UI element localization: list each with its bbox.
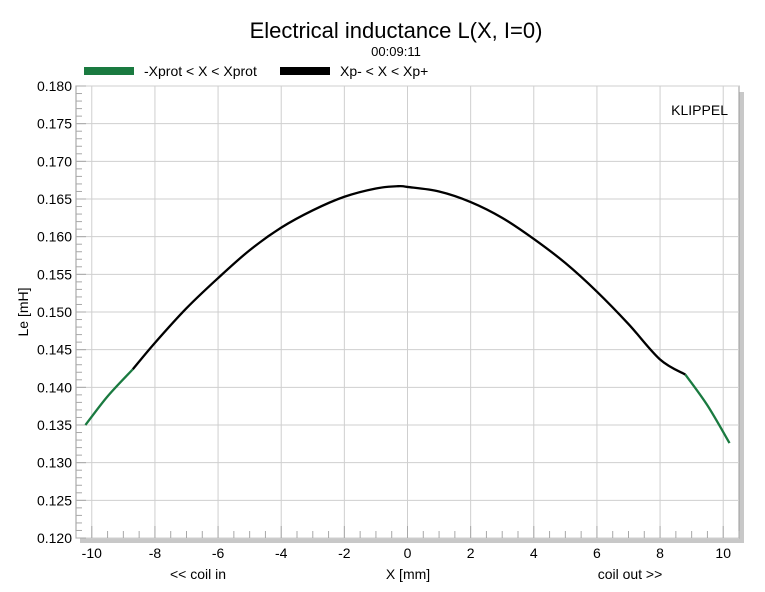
x-tick-label-10: 10 xyxy=(715,545,731,561)
series-xp xyxy=(131,184,686,376)
y-tick-label-0: 0.120 xyxy=(37,530,72,546)
x-tick-label-0: -10 xyxy=(82,545,102,561)
legend: -Xprot < X < Xprot Xp- < X < Xp+ xyxy=(84,63,428,79)
y-tick-label-2: 0.130 xyxy=(37,455,72,471)
x-tick-label-6: 2 xyxy=(467,545,475,561)
y-tick-label-10: 0.170 xyxy=(37,153,72,169)
x-tick-label-2: -6 xyxy=(212,545,225,561)
y-tick-label-5: 0.145 xyxy=(37,342,72,358)
minor-ticks xyxy=(75,85,740,539)
y-tick-label-11: 0.175 xyxy=(37,116,72,132)
legend-swatch-xprot xyxy=(84,67,134,75)
y-tick-label-12: 0.180 xyxy=(37,78,72,94)
y-tick-labels: 0.120 0.125 0.130 0.135 0.140 0.145 0.150 0.155… xyxy=(37,78,72,546)
y-tick-label-4: 0.140 xyxy=(37,379,72,395)
chart-title: Electrical inductance L(X, I=0) xyxy=(250,18,543,43)
x-tick-label-3: -4 xyxy=(275,545,288,561)
plot-shadow-bottom xyxy=(80,538,744,543)
x-tick-label-9: 8 xyxy=(656,545,664,561)
series-xprot-left xyxy=(84,368,134,426)
x-tick-label-7: 4 xyxy=(530,545,538,561)
x-tick-label-1: -8 xyxy=(149,545,162,561)
x-tick-label-8: 6 xyxy=(593,545,601,561)
x-tick-label-5: 0 xyxy=(404,545,412,561)
legend-label-xp: Xp- < X < Xp+ xyxy=(340,63,428,79)
brand-label: KLIPPEL xyxy=(671,102,728,118)
plot-shadow-right xyxy=(739,92,744,542)
x-axis-label: X [mm] xyxy=(386,566,430,582)
series-xprot-right xyxy=(684,373,731,444)
chart-subtitle: 00:09:11 xyxy=(371,44,421,59)
grid xyxy=(76,85,739,539)
legend-swatch-xp xyxy=(280,67,330,75)
legend-label-xprot: -Xprot < X < Xprot xyxy=(144,63,257,79)
x-axis-label-left: << coil in xyxy=(170,566,226,582)
x-tick-label-4: -2 xyxy=(338,545,351,561)
x-axis-label-right: coil out >> xyxy=(598,566,663,582)
y-tick-label-3: 0.135 xyxy=(37,417,72,433)
x-tick-labels: -10 -8 -6 -4 -2 0 2 4 6 8 10 xyxy=(82,545,732,561)
y-tick-label-6: 0.150 xyxy=(37,304,72,320)
y-tick-label-1: 0.125 xyxy=(37,492,72,508)
y-tick-label-9: 0.165 xyxy=(37,191,72,207)
y-axis-label: Le [mH] xyxy=(15,287,31,336)
y-tick-label-8: 0.160 xyxy=(37,229,72,245)
y-tick-label-7: 0.155 xyxy=(37,266,72,282)
series-layer xyxy=(84,184,731,444)
